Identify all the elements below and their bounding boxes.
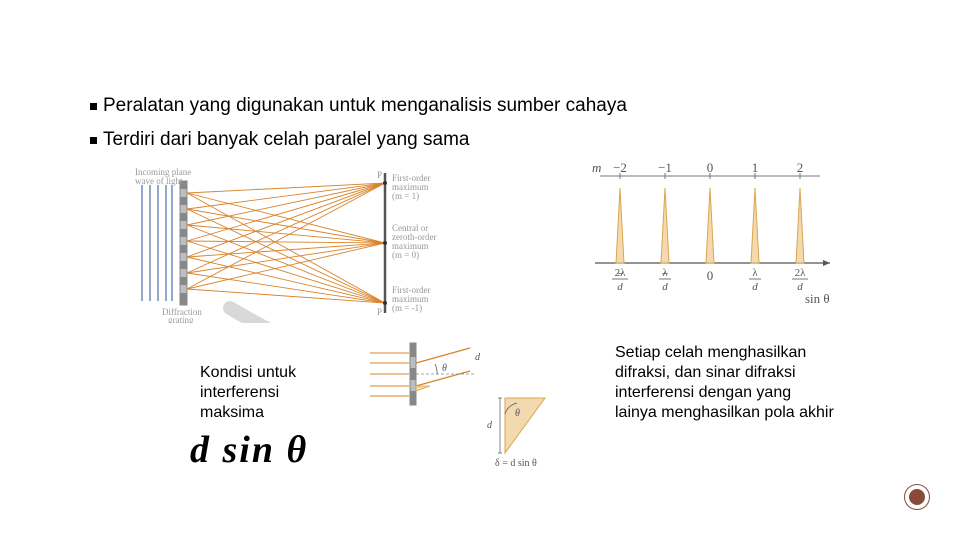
svg-text:(m = -1): (m = -1) bbox=[392, 303, 422, 313]
svg-text:1: 1 bbox=[752, 160, 759, 175]
grating-label-2: grating bbox=[168, 315, 194, 323]
svg-text:d: d bbox=[617, 281, 623, 293]
slide-badge-icon bbox=[904, 484, 930, 510]
svg-text:d: d bbox=[487, 420, 493, 431]
formula: d sin θ bbox=[190, 428, 390, 472]
grating-diagram: Incoming plane wave of light Diffraction… bbox=[130, 163, 470, 323]
bullet-icon bbox=[90, 103, 97, 110]
incoming-label-2: wave of light bbox=[135, 176, 183, 186]
p-label-bot: P bbox=[377, 307, 382, 317]
caption-left: Kondisi untuk interferensi maksima bbox=[200, 363, 330, 423]
svg-text:(m = 1): (m = 1) bbox=[392, 191, 419, 201]
svg-text:d: d bbox=[752, 281, 758, 293]
caption-right: Setiap celah menghasilkan difraksi, dan … bbox=[615, 343, 835, 423]
diagram-area: Incoming plane wave of light Diffraction… bbox=[90, 163, 870, 513]
svg-text:2λ: 2λ bbox=[795, 267, 807, 279]
intensity-plot: m −2 −1 0 1 2 bbox=[580, 158, 840, 308]
svg-text:d: d bbox=[662, 281, 668, 293]
theta-label-1: θ bbox=[442, 363, 447, 374]
svg-text:0: 0 bbox=[707, 268, 714, 283]
svg-text:λ: λ bbox=[662, 267, 668, 279]
d-label: d bbox=[475, 352, 481, 363]
theta-label-2: θ bbox=[515, 408, 520, 419]
svg-text:2: 2 bbox=[797, 160, 804, 175]
bullet-text: Peralatan yang digunakan untuk menganali… bbox=[103, 95, 627, 117]
bullet-item: Terdiri dari banyak celah paralel yang s… bbox=[90, 129, 870, 151]
delta-label: δ = d sin θ bbox=[495, 458, 537, 468]
svg-text:(m = 0): (m = 0) bbox=[392, 250, 419, 260]
m-axis-label: m bbox=[592, 160, 601, 175]
detail-diagram: θ d θ d δ = d sin θ bbox=[365, 338, 575, 468]
bullet-item: Peralatan yang digunakan untuk menganali… bbox=[90, 95, 870, 117]
svg-text:d: d bbox=[797, 281, 803, 293]
svg-text:2λ: 2λ bbox=[615, 267, 627, 279]
svg-text:0: 0 bbox=[707, 160, 714, 175]
bullet-text: Terdiri dari banyak celah paralel yang s… bbox=[103, 129, 469, 151]
x-axis-label: sin θ bbox=[805, 291, 830, 306]
bullet-icon bbox=[90, 137, 97, 144]
svg-text:λ: λ bbox=[752, 267, 758, 279]
p-label-top: P bbox=[377, 170, 382, 180]
svg-text:−1: −1 bbox=[658, 160, 672, 175]
svg-text:−2: −2 bbox=[613, 160, 627, 175]
